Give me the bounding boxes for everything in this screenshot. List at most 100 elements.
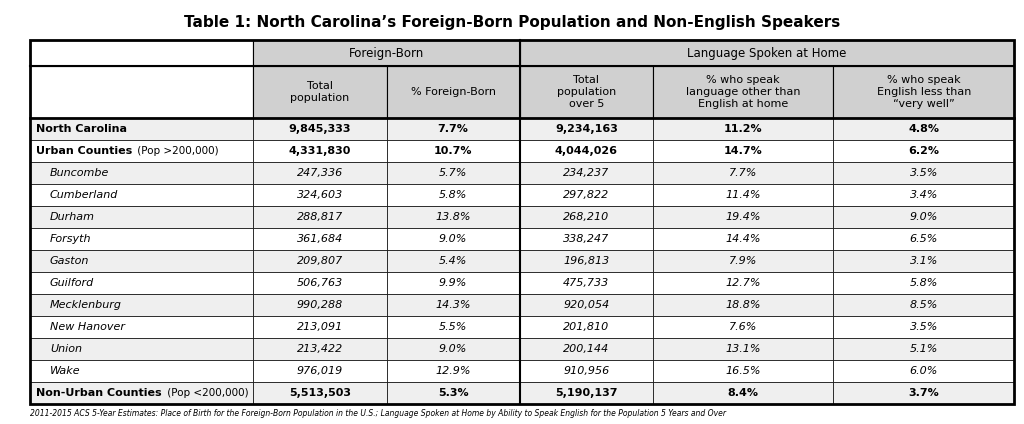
- Bar: [253, 40, 520, 66]
- Text: 5.1%: 5.1%: [909, 344, 938, 354]
- Text: Durham: Durham: [50, 212, 95, 222]
- Text: 16.5%: 16.5%: [725, 366, 761, 376]
- Text: 9,845,333: 9,845,333: [289, 124, 351, 134]
- Text: 9.0%: 9.0%: [439, 344, 467, 354]
- Text: Gaston: Gaston: [50, 256, 89, 266]
- Text: 209,807: 209,807: [297, 256, 343, 266]
- Bar: [834, 272, 1014, 294]
- Text: 297,822: 297,822: [563, 190, 609, 200]
- Text: 5,513,503: 5,513,503: [289, 388, 351, 398]
- Bar: [653, 338, 834, 360]
- Text: Language Spoken at Home: Language Spoken at Home: [687, 47, 847, 59]
- Bar: [387, 316, 520, 338]
- Bar: [834, 118, 1014, 140]
- Bar: [520, 206, 653, 228]
- Bar: [253, 66, 387, 118]
- Bar: [520, 294, 653, 316]
- Text: 13.8%: 13.8%: [435, 212, 471, 222]
- Text: 9.9%: 9.9%: [439, 278, 467, 288]
- Bar: [253, 206, 387, 228]
- Text: Buncombe: Buncombe: [50, 168, 110, 178]
- Bar: [387, 206, 520, 228]
- Bar: [653, 360, 834, 382]
- Text: % Foreign-Born: % Foreign-Born: [411, 87, 496, 97]
- Bar: [253, 294, 387, 316]
- Text: 234,237: 234,237: [563, 168, 609, 178]
- Bar: [387, 250, 520, 272]
- Bar: [253, 360, 387, 382]
- Text: (Pop >200,000): (Pop >200,000): [134, 146, 219, 156]
- Text: Forsyth: Forsyth: [50, 234, 91, 244]
- Text: 10.7%: 10.7%: [434, 146, 472, 156]
- Text: Table 1: North Carolina’s Foreign-Born Population and Non-English Speakers: Table 1: North Carolina’s Foreign-Born P…: [184, 14, 840, 30]
- Text: 12.7%: 12.7%: [725, 278, 761, 288]
- Bar: [653, 228, 834, 250]
- Text: 5.8%: 5.8%: [439, 190, 467, 200]
- Text: 5.3%: 5.3%: [438, 388, 468, 398]
- Bar: [834, 184, 1014, 206]
- Text: 5.5%: 5.5%: [439, 322, 467, 332]
- Bar: [834, 140, 1014, 162]
- Bar: [520, 184, 653, 206]
- Text: 18.8%: 18.8%: [725, 300, 761, 310]
- Bar: [653, 382, 834, 404]
- Text: 475,733: 475,733: [563, 278, 609, 288]
- Text: (Pop <200,000): (Pop <200,000): [164, 388, 248, 398]
- Bar: [387, 360, 520, 382]
- Bar: [520, 118, 653, 140]
- Bar: [30, 228, 253, 250]
- Text: 3.5%: 3.5%: [909, 168, 938, 178]
- Text: 288,817: 288,817: [297, 212, 343, 222]
- Bar: [30, 206, 253, 228]
- Text: 8.4%: 8.4%: [728, 388, 759, 398]
- Text: 14.7%: 14.7%: [724, 146, 763, 156]
- Bar: [834, 338, 1014, 360]
- Text: 9,234,163: 9,234,163: [555, 124, 617, 134]
- Bar: [30, 40, 1014, 404]
- Text: Wake: Wake: [50, 366, 81, 376]
- Bar: [834, 360, 1014, 382]
- Text: 213,422: 213,422: [297, 344, 343, 354]
- Text: 4,044,026: 4,044,026: [555, 146, 617, 156]
- Bar: [30, 294, 253, 316]
- Text: 6.5%: 6.5%: [909, 234, 938, 244]
- Text: 9.0%: 9.0%: [909, 212, 938, 222]
- Bar: [30, 40, 253, 66]
- Text: 201,810: 201,810: [563, 322, 609, 332]
- Text: 361,684: 361,684: [297, 234, 343, 244]
- Text: Non-Urban Counties: Non-Urban Counties: [36, 388, 162, 398]
- Text: 213,091: 213,091: [297, 322, 343, 332]
- Text: 12.9%: 12.9%: [435, 366, 471, 376]
- Bar: [253, 316, 387, 338]
- Text: Cumberland: Cumberland: [50, 190, 119, 200]
- Bar: [30, 382, 253, 404]
- Bar: [253, 118, 387, 140]
- Bar: [520, 162, 653, 184]
- Text: Foreign-Born: Foreign-Born: [349, 47, 424, 59]
- Bar: [30, 272, 253, 294]
- Text: Mecklenburg: Mecklenburg: [50, 300, 122, 310]
- Bar: [520, 140, 653, 162]
- Text: 14.3%: 14.3%: [435, 300, 471, 310]
- Bar: [653, 294, 834, 316]
- Text: 3.1%: 3.1%: [909, 256, 938, 266]
- Bar: [30, 140, 253, 162]
- Text: 990,288: 990,288: [297, 300, 343, 310]
- Text: 2011-2015 ACS 5-Year Estimates: Place of Birth for the Foreign-Born Population i: 2011-2015 ACS 5-Year Estimates: Place of…: [30, 409, 726, 418]
- Text: 11.2%: 11.2%: [724, 124, 763, 134]
- Text: Total
population: Total population: [291, 81, 349, 103]
- Bar: [520, 338, 653, 360]
- Bar: [30, 316, 253, 338]
- Text: 5.4%: 5.4%: [439, 256, 467, 266]
- Bar: [834, 162, 1014, 184]
- Text: 9.0%: 9.0%: [439, 234, 467, 244]
- Bar: [834, 228, 1014, 250]
- Text: 200,144: 200,144: [563, 344, 609, 354]
- Bar: [834, 206, 1014, 228]
- Bar: [387, 140, 520, 162]
- Text: 5,190,137: 5,190,137: [555, 388, 617, 398]
- Bar: [30, 250, 253, 272]
- Bar: [387, 294, 520, 316]
- Text: 3.7%: 3.7%: [908, 388, 939, 398]
- Text: 7.6%: 7.6%: [729, 322, 758, 332]
